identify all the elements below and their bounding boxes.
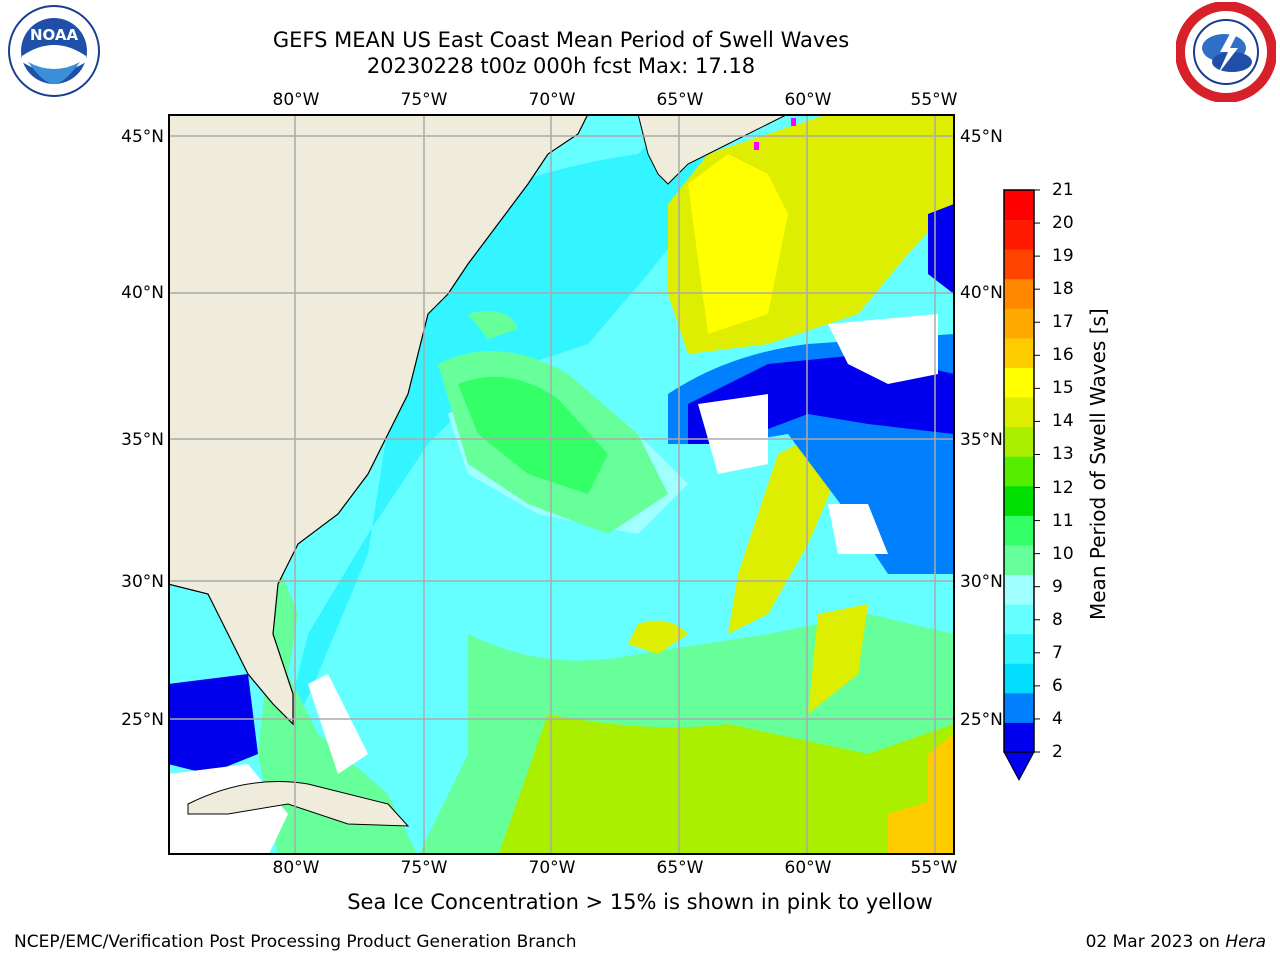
field-cyan-coastal — [278, 124, 728, 764]
colorbar-tick-label: 13 — [1052, 444, 1074, 465]
lat-tick-left: 30°N — [121, 572, 164, 592]
lat-tick-right: 45°N — [960, 127, 1003, 147]
noaa-logo: NOAA — [4, 4, 104, 98]
colorbar-bin — [1004, 190, 1034, 221]
lon-tick-bottom: 65°W — [656, 858, 704, 878]
colorbar-bin — [1004, 426, 1034, 457]
colorbar-bin — [1004, 397, 1034, 428]
lon-tick-top: 55°W — [910, 90, 958, 110]
land-cuba — [187, 781, 410, 827]
chart-title: GEFS MEAN US East Coast Mean Period of S… — [272, 28, 850, 52]
colorbar-tick-label: 8 — [1052, 609, 1063, 630]
colorbar-tick-label: 17 — [1052, 312, 1074, 333]
missing-area-2 — [828, 314, 938, 384]
sea-ice-pixel-1 — [754, 142, 759, 150]
sea-ice-pixel-2 — [791, 118, 796, 126]
colorbar-tick-label: 10 — [1052, 543, 1074, 564]
colorbar — [1003, 189, 1040, 782]
lon-tick-top: 70°W — [528, 90, 576, 110]
colorbar-tick-label: 12 — [1052, 477, 1074, 498]
colorbar-tick-label: 11 — [1052, 510, 1074, 531]
colorbar-tick-label: 19 — [1052, 246, 1074, 267]
colorbar-bin — [1004, 633, 1034, 664]
lon-tick-top: 75°W — [400, 90, 448, 110]
colorbar-bin — [1004, 278, 1034, 309]
field-yellowgreen-south — [498, 714, 954, 854]
lat-tick-right: 40°N — [960, 283, 1003, 303]
colorbar-tick-label: 18 — [1052, 279, 1074, 300]
colorbar-bin — [1004, 485, 1034, 516]
field-orange-se-2 — [888, 794, 954, 854]
lat-tick-right: 30°N — [960, 572, 1003, 592]
missing-area-1 — [698, 394, 768, 474]
field-yellow-north-2 — [688, 154, 788, 334]
nws-logo — [1175, 1, 1277, 103]
lon-tick-bottom: 55°W — [910, 858, 958, 878]
field-green-3 — [468, 311, 518, 339]
swell-period-map — [168, 114, 955, 855]
map-frame — [168, 114, 955, 855]
lon-tick-top: 65°W — [656, 90, 704, 110]
colorbar-tick-label: 14 — [1052, 411, 1074, 432]
colorbar-tick-label: 2 — [1052, 742, 1063, 762]
missing-area-bahamas — [308, 674, 368, 774]
noaa-logo-text: NOAA — [30, 26, 79, 44]
lon-tick-top: 80°W — [272, 90, 320, 110]
land-us-east-coast — [169, 115, 589, 726]
field-green-2 — [458, 376, 608, 494]
lon-tick-bottom: 60°W — [784, 858, 832, 878]
colorbar-bin — [1004, 722, 1034, 753]
lon-tick-bottom: 70°W — [528, 858, 576, 878]
lat-tick-left: 40°N — [121, 283, 164, 303]
field-yellow-spot — [628, 620, 688, 654]
colorbar-bin — [1004, 456, 1034, 487]
field-darkblue-gulf — [169, 674, 258, 774]
colorbar-tick-label: 20 — [1052, 213, 1074, 234]
lat-tick-left: 45°N — [121, 127, 164, 147]
colorbar-frame — [1003, 189, 1035, 753]
field-green-south-coast — [258, 564, 418, 854]
colorbar-tick-label: 16 — [1052, 345, 1074, 366]
colorbar-tick-label: 4 — [1052, 708, 1063, 729]
colorbar-tick-label: 6 — [1052, 675, 1063, 696]
colorbar-tick-label: 21 — [1052, 180, 1074, 200]
colorbar-tick-label: 15 — [1052, 378, 1074, 399]
colorbar-bin — [1004, 515, 1034, 546]
colorbar-bin — [1004, 692, 1034, 723]
colorbar-bin — [1004, 308, 1034, 339]
colorbar-bin — [1004, 337, 1034, 368]
lon-tick-bottom: 80°W — [272, 858, 320, 878]
colorbar-bin — [1004, 663, 1034, 694]
colorbar-tick-label: 7 — [1052, 642, 1063, 663]
colorbar-tick-label: 9 — [1052, 576, 1063, 597]
colorbar-bin — [1004, 604, 1034, 635]
colorbar-labels: 2 4 6 7 8 9 10 11 12 13 14 15 16 17 18 19 20 21 — [1030, 180, 1074, 780]
colorbar-bin — [1004, 367, 1034, 398]
colorbar-bin — [1004, 574, 1034, 605]
lat-tick-right: 25°N — [960, 710, 1003, 730]
footer-date: 02 Mar 2023 on Hera — [1086, 932, 1266, 952]
missing-area-3 — [828, 504, 888, 554]
land-nova-scotia — [637, 115, 788, 185]
map-gridlines — [169, 115, 954, 854]
sea-ice-caption: Sea Ice Concentration > 15% is shown in … — [347, 890, 933, 914]
footer-date-text: 02 Mar 2023 on — [1085, 932, 1220, 952]
lat-tick-left: 35°N — [121, 430, 164, 450]
footer-host: Hera — [1225, 932, 1266, 952]
footer-credit: NCEP/EMC/Verification Post Processing Pr… — [14, 932, 577, 952]
colorbar-bin — [1004, 249, 1034, 280]
field-yellow-diagonal — [728, 434, 838, 634]
lat-tick-left: 25°N — [121, 710, 164, 730]
lon-tick-bottom: 75°W — [400, 858, 448, 878]
lat-tick-right: 35°N — [960, 430, 1003, 450]
colorbar-bin — [1004, 219, 1034, 250]
lon-tick-top: 60°W — [784, 90, 832, 110]
field-yellow-south — [808, 604, 868, 714]
colorbar-bin — [1004, 544, 1034, 576]
colorbar-title: Mean Period of Swell Waves [s] — [1086, 308, 1110, 620]
chart-subtitle: 20230228 t00z 000h fcst Max: 17.18 — [366, 54, 756, 78]
